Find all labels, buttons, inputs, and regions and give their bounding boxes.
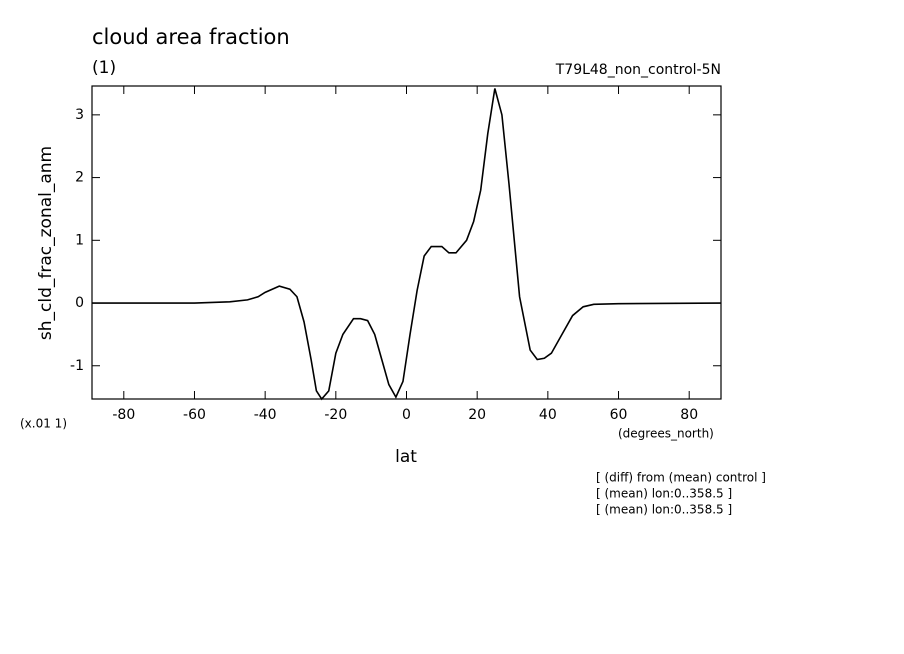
y-tick-label: 1 xyxy=(75,232,84,248)
x-tick-label: -20 xyxy=(324,407,347,423)
x-tick-label: 80 xyxy=(680,407,698,423)
x-tick-label: -40 xyxy=(254,407,277,423)
x-tick-label: 20 xyxy=(468,407,486,423)
subtitle: (1) xyxy=(92,58,116,78)
y-axis-label: sh_cld_frac_zonal_anm xyxy=(36,146,56,340)
x-tick-label: 0 xyxy=(402,407,411,423)
y-tick-label: 3 xyxy=(75,107,84,123)
x-tick-label: 40 xyxy=(539,407,557,423)
y-tick-label: 0 xyxy=(75,295,84,311)
note: [ (diff) from (mean) control ] xyxy=(596,471,766,485)
chart-title: cloud area fraction xyxy=(92,25,290,49)
x-tick-label: -60 xyxy=(183,407,206,423)
x-tick-label: 60 xyxy=(610,407,628,423)
y-tick-label: 2 xyxy=(75,170,84,186)
data-line xyxy=(92,88,722,401)
note: [ (mean) lon:0..358.5 ] xyxy=(596,487,732,501)
run-label: T79L48_non_control-5N xyxy=(555,62,721,78)
x-tick-label: -80 xyxy=(112,407,135,423)
note: [ (mean) lon:0..358.5 ] xyxy=(596,503,732,517)
y-tick-label: -1 xyxy=(70,358,84,374)
plot-frame xyxy=(91,85,722,400)
x-units: (degrees_north) xyxy=(618,427,714,441)
y-scale-note: (x.01 1) xyxy=(20,417,67,431)
x-axis-label: lat xyxy=(395,447,417,467)
